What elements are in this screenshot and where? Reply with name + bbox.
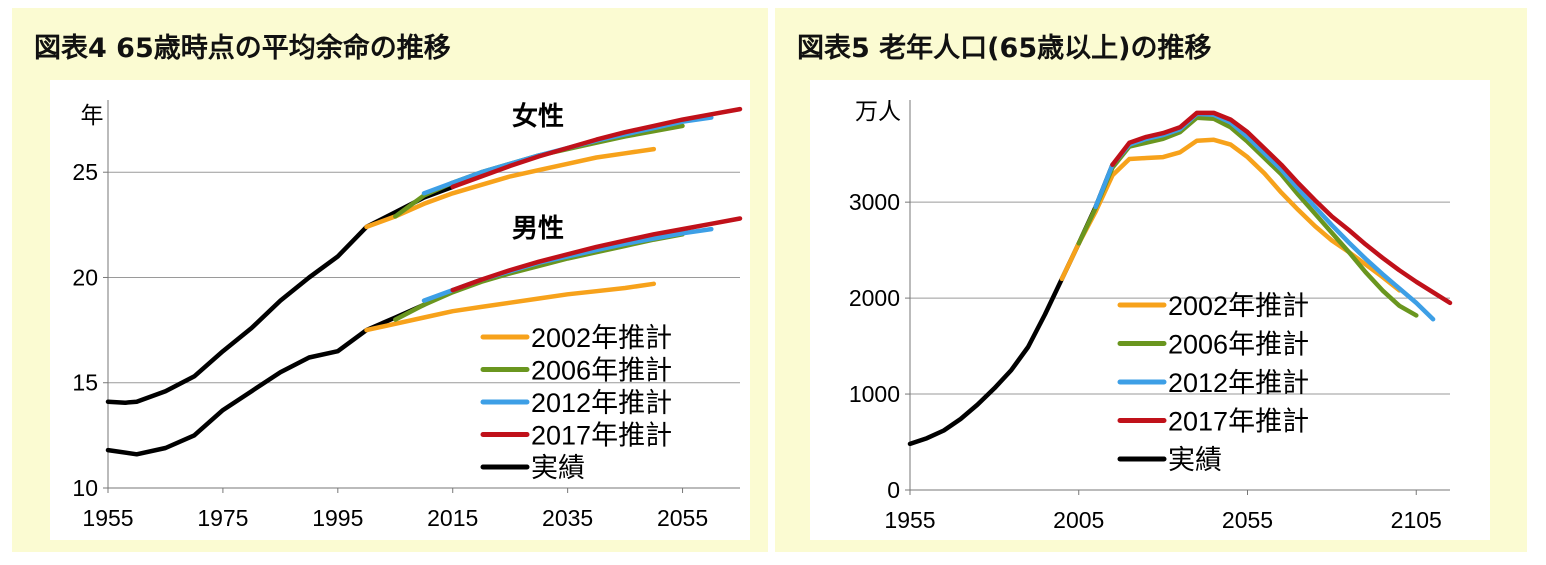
x-tick-label: 1955 [82,505,133,531]
legend-label: 2017年推計 [531,421,672,451]
series-line [1110,110,1453,306]
series-annotation: 男性 [512,213,564,243]
x-tick-label: 2105 [1391,507,1442,533]
y-tick-label: 15 [72,370,98,396]
chart-title: 図表5 老年人口(65歳以上)の推移 [797,33,1212,64]
series-line [907,162,1115,447]
x-tick-label: 2015 [427,505,478,531]
elderly-population-chart: 0 1000 2000 3000 1955 2005 2055 2105 万人 2002年推計 20… [849,98,1453,533]
plot-area: 10 15 20 25 1955 1975 1995 2015 2035 2055 年 女性男性 200… [50,80,750,540]
series-line [1076,115,1419,318]
y-tick-label: 2000 [849,285,900,311]
y-axis-label: 万人 [855,98,901,124]
series-line [393,232,685,322]
y-tick-label: 20 [72,264,98,290]
y-tick-label: 0 [887,477,900,503]
x-tick-label: 2055 [1222,507,1273,533]
legend-label: 2002年推計 [1168,291,1309,321]
chart-panel-elderly-population: 図表5 老年人口(65歳以上)の推移 0 1000 2000 3000 1955 2005… [775,8,1527,552]
x-tick-label: 2005 [1053,507,1104,533]
chart-title: 図表4 65歳時点の平均余命の推移 [34,33,451,64]
x-tick-label: 2035 [542,505,593,531]
legend-label: 実績 [531,453,585,483]
series-line [105,184,455,405]
legend-label: 実績 [1168,445,1222,475]
legend-label: 2006年推計 [1168,330,1309,360]
x-tick-label: 1955 [884,507,935,533]
series-line [364,146,657,230]
chart-panel-life-expectancy: 図表4 65歳時点の平均余命の推移 10 15 20 25 1955 1975 1995 20… [12,8,768,552]
x-tick-label: 1995 [312,505,363,531]
series-line [364,281,657,333]
series-line [450,216,743,293]
x-tick-label: 2055 [657,505,708,531]
legend-label: 2012年推計 [1168,368,1309,398]
legend-label: 2006年推計 [531,356,672,386]
x-tick-label: 1975 [197,505,248,531]
legend-label: 2012年推計 [531,388,672,418]
y-tick-label: 10 [72,475,98,501]
legend-label: 2002年推計 [531,323,672,353]
plot-area: 0 1000 2000 3000 1955 2005 2055 2105 万人 2002年推計 20… [810,80,1490,540]
series-line [450,106,743,190]
series-line [421,226,714,303]
legend-label: 2017年推計 [1168,407,1309,437]
y-axis-label: 年 [81,102,104,128]
y-tick-label: 25 [72,159,98,185]
series-annotation: 女性 [512,101,564,131]
y-tick-label: 3000 [849,189,900,215]
y-tick-label: 1000 [849,381,900,407]
